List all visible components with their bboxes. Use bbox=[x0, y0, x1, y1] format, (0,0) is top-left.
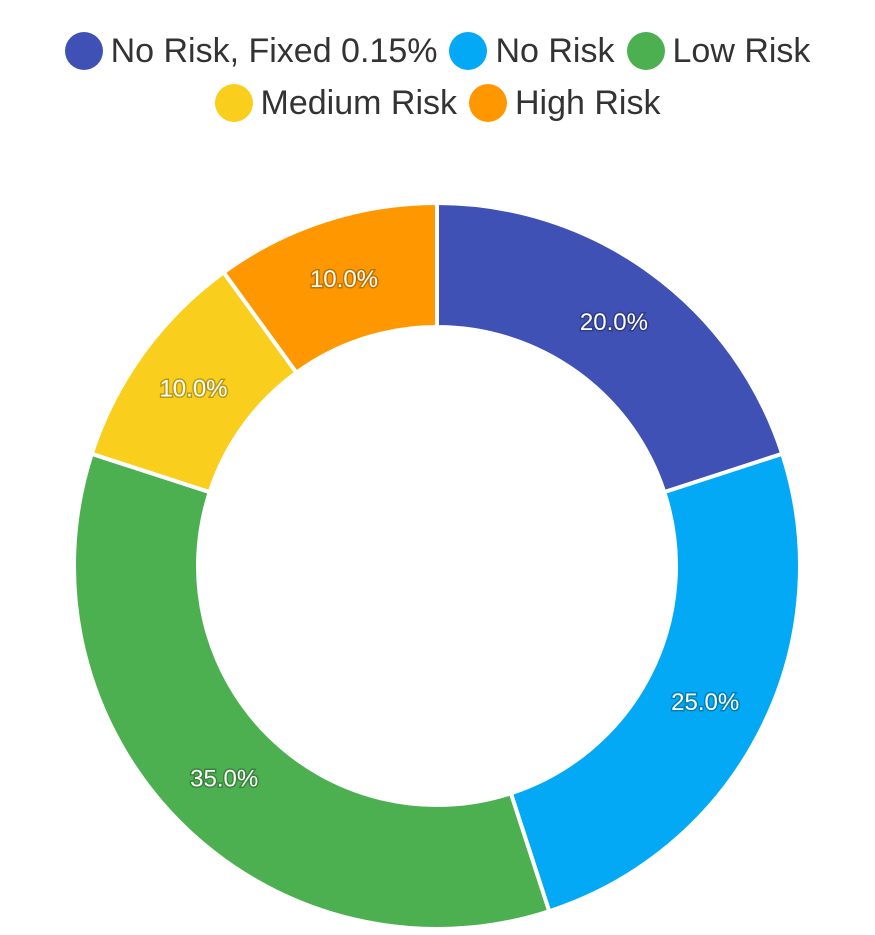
legend-swatch-no-risk-fixed bbox=[64, 32, 103, 70]
donut-slices bbox=[72, 200, 802, 931]
legend-label-no-risk-fixed: No Risk, Fixed 0.15% bbox=[110, 32, 438, 70]
slice-label-high-risk: 10.0% bbox=[310, 266, 378, 293]
legend-row-1: No Risk, Fixed 0.15% No Risk Low Risk bbox=[0, 28, 875, 74]
legend-swatch-high-risk bbox=[469, 84, 507, 122]
legend-item-no-risk-fixed[interactable]: No Risk, Fixed 0.15% bbox=[64, 31, 438, 71]
legend-item-low-risk[interactable]: Low Risk bbox=[626, 31, 811, 71]
donut-slice-no-risk-fixed[interactable] bbox=[435, 200, 785, 495]
donut-chart: 20.0% 25.0% 35.0% 10.0% 10.0% bbox=[72, 200, 802, 931]
donut-slice-labels: 20.0% 25.0% 35.0% 10.0% 10.0% bbox=[158, 265, 741, 794]
donut-chart-area: 20.0% 25.0% 35.0% 10.0% 10.0% bbox=[0, 140, 875, 935]
donut-slice-no-risk[interactable] bbox=[508, 451, 802, 914]
legend-item-no-risk[interactable]: No Risk bbox=[449, 31, 615, 71]
legend-swatch-medium-risk bbox=[214, 84, 253, 122]
donut-slice-low-risk[interactable] bbox=[72, 451, 552, 931]
slice-label-no-risk: 25.0% bbox=[671, 689, 739, 716]
legend-label-no-risk: No Risk bbox=[495, 32, 615, 70]
legend-label-low-risk: Low Risk bbox=[672, 32, 811, 70]
legend-swatch-no-risk bbox=[449, 32, 488, 70]
slice-label-medium-risk: 10.0% bbox=[159, 376, 227, 403]
legend-swatch-low-risk bbox=[626, 32, 665, 70]
chart-legend: No Risk, Fixed 0.15% No Risk Low Risk Me… bbox=[0, 0, 875, 140]
slice-label-low-risk: 35.0% bbox=[190, 765, 258, 792]
slice-label-no-risk-fixed: 20.0% bbox=[580, 309, 648, 336]
legend-item-medium-risk[interactable]: Medium Risk bbox=[214, 83, 457, 123]
legend-item-high-risk[interactable]: High Risk bbox=[469, 83, 660, 123]
legend-row-2: Medium Risk High Risk bbox=[0, 80, 875, 126]
legend-label-high-risk: High Risk bbox=[515, 84, 661, 122]
donut-slice-high-risk[interactable] bbox=[220, 200, 439, 376]
legend-label-medium-risk: Medium Risk bbox=[260, 84, 457, 122]
